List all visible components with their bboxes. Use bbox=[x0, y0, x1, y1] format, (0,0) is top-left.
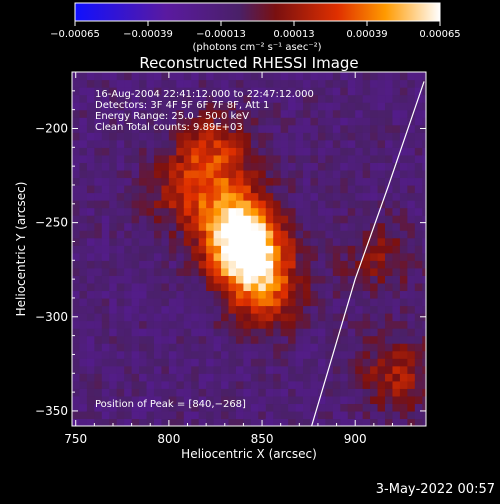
y-tick-label: −200 bbox=[35, 121, 68, 135]
colorbar-ticks: −0.00065 −0.00039 −0.00013 0.00013 0.00039 0.… bbox=[50, 21, 461, 40]
chart-title: Reconstructed RHESSI Image bbox=[139, 54, 358, 72]
peak-position-label: Position of Peak = [840,−268] bbox=[95, 399, 246, 410]
y-tick-label: −250 bbox=[35, 216, 68, 230]
colorbar-tick-label: −0.00039 bbox=[123, 29, 173, 40]
x-tick-label: 800 bbox=[157, 432, 180, 446]
plot-frame bbox=[71, 71, 427, 427]
x-tick-label: 900 bbox=[344, 432, 367, 446]
annotation-clean-counts: Clean Total counts: 9.89E+03 bbox=[95, 122, 243, 133]
colorbar-units-label: (photons cm⁻² s⁻¹ asec⁻²) bbox=[192, 42, 321, 53]
colorbar bbox=[74, 2, 441, 22]
y-axis-ticks: −200 −250 −300 −350 bbox=[35, 90, 426, 418]
footer-date: 3‑May‑2022 00:57 bbox=[376, 482, 495, 497]
colorbar-tick-label: 0.00065 bbox=[419, 29, 460, 40]
x-tick-label: 850 bbox=[251, 432, 274, 446]
annotation-time-range: 16‑Aug‑2004 22:41:12.000 to 22:47:12.000 bbox=[95, 89, 314, 100]
colorbar-tick-label: −0.00065 bbox=[50, 29, 100, 40]
solar-limb-line bbox=[311, 81, 425, 426]
annotation-energy-range: Energy Range: 25.0 – 50.0 keV bbox=[95, 111, 249, 122]
colorbar-tick-label: −0.00013 bbox=[196, 29, 246, 40]
x-tick-label: 750 bbox=[64, 432, 87, 446]
annotation-detectors: Detectors: 3F 4F 5F 6F 7F 8F, Att 1 bbox=[95, 100, 269, 111]
heatmap-image bbox=[72, 72, 426, 426]
y-axis-label: Heliocentric Y (arcsec) bbox=[14, 182, 28, 317]
y-tick-label: −300 bbox=[35, 310, 68, 324]
colorbar-tick-label: 0.00013 bbox=[273, 29, 314, 40]
y-tick-label: −350 bbox=[35, 404, 68, 418]
colorbar-tick-label: 0.00039 bbox=[346, 29, 387, 40]
x-axis-ticks: 750 800 850 900 bbox=[64, 72, 412, 446]
x-axis-label: Heliocentric X (arcsec) bbox=[181, 447, 317, 461]
